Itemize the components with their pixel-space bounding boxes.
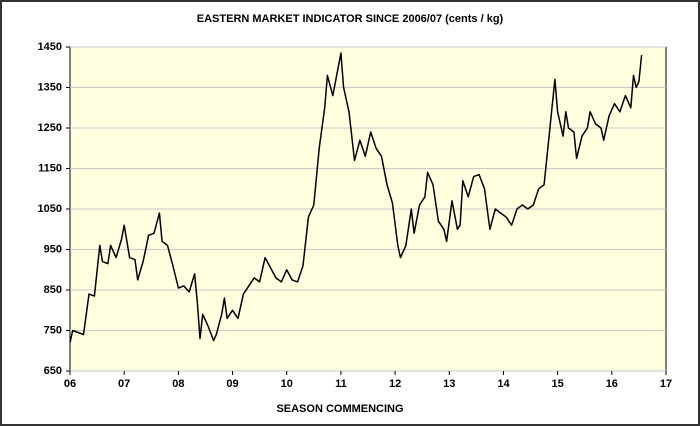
x-tick-label: 06: [64, 378, 76, 390]
x-tick-label: 08: [172, 378, 184, 390]
x-axis-label: SEASON COMMENCING: [276, 403, 403, 415]
y-tick-label: 650: [44, 365, 62, 377]
data-line: [69, 52, 643, 343]
x-tick-label: 14: [497, 378, 510, 390]
y-tick-label: 1150: [38, 162, 62, 174]
chart-title: EASTERN MARKET INDICATOR SINCE 2006/07 (…: [197, 13, 504, 25]
x-tick-label: 16: [606, 378, 618, 390]
x-tick-label: 15: [552, 378, 564, 390]
y-tick-label: 950: [44, 243, 62, 255]
y-tick-label: 850: [44, 284, 62, 296]
x-tick-label: 07: [118, 378, 130, 390]
x-tick-label: 12: [389, 378, 401, 390]
y-tick-label: 1250: [38, 122, 62, 134]
y-tick-label: 1450: [38, 41, 62, 53]
x-tick-label: 10: [281, 378, 293, 390]
y-tick-label: 750: [44, 324, 62, 336]
x-tick-label: 11: [335, 378, 347, 390]
y-tick-label: 1050: [38, 203, 62, 215]
x-tick-label: 13: [443, 378, 455, 390]
x-tick-label: 09: [226, 378, 238, 390]
y-tick-label: 1350: [38, 81, 62, 93]
x-tick-label: 17: [660, 378, 672, 390]
